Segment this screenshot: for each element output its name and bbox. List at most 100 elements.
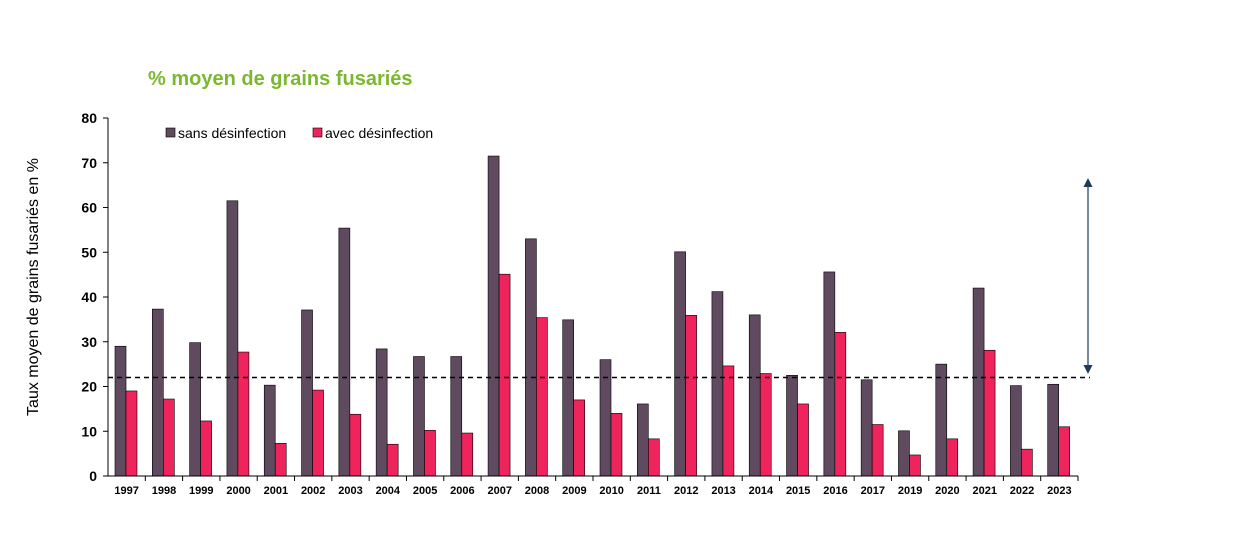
- x-tick-label: 2016: [823, 485, 847, 497]
- bar-sans-2002: [301, 309, 313, 477]
- bar-sans-1997: [114, 345, 127, 477]
- x-tick-label: 2015: [786, 485, 810, 497]
- bar-sans-2020: [935, 363, 948, 477]
- bar-sans-2009: [562, 319, 574, 477]
- y-tick-label: 70: [81, 155, 97, 171]
- bar-avec-2019: [909, 454, 921, 477]
- legend: sans désinfection avec désinfection: [165, 125, 433, 141]
- bar-sans-2023: [1047, 383, 1059, 477]
- arrow-down-head: [1083, 365, 1093, 374]
- bar-avec-2002: [312, 389, 324, 477]
- x-tick-label: 2000: [226, 485, 250, 497]
- bar-avec-1998: [163, 398, 175, 477]
- x-tick-label: 2020: [935, 485, 959, 497]
- y-axis-label: Taux moyen de grains fusariés en %: [25, 158, 42, 416]
- axes: [107, 118, 1078, 477]
- bar-avec-2001: [274, 443, 287, 477]
- bar-sans-2022: [1010, 385, 1022, 477]
- y-tick-label: 30: [81, 334, 97, 350]
- legend-label: avec désinfection: [325, 125, 433, 141]
- x-tick-label: 2011: [637, 485, 661, 497]
- bar-avec-2007: [498, 273, 511, 477]
- annotations: [108, 178, 1093, 379]
- x-tick-label: 2001: [264, 485, 288, 497]
- bar-sans-2005: [413, 356, 425, 477]
- bar-sans-2011: [637, 403, 649, 477]
- x-tick-label: 2003: [338, 485, 362, 497]
- x-tick-label: 2023: [1047, 485, 1071, 497]
- legend-swatch: [165, 127, 176, 138]
- bar-avec-2013: [722, 365, 735, 477]
- y-tick-label: 50: [81, 244, 97, 260]
- x-tick-label: 2006: [450, 485, 474, 497]
- bar-sans-2021: [972, 287, 985, 477]
- x-tick-label: 2022: [1010, 485, 1034, 497]
- bar-avec-2004: [386, 443, 399, 477]
- bar-avec-2010: [610, 413, 623, 477]
- bar-avec-2011: [648, 438, 660, 477]
- bar-avec-2023: [1058, 426, 1070, 477]
- y-tick-label: 40: [81, 289, 97, 305]
- bar-sans-2004: [375, 348, 388, 477]
- bars: [114, 155, 1070, 477]
- x-tick-label: 2014: [749, 485, 774, 497]
- y-tick-label: 60: [81, 200, 97, 216]
- x-tick-label: 2008: [525, 485, 549, 497]
- bar-avec-2021: [983, 349, 996, 477]
- legend-label: sans désinfection: [178, 125, 286, 141]
- y-tick-label: 80: [81, 110, 97, 126]
- x-tick-label: 1999: [189, 485, 213, 497]
- bar-avec-1997: [125, 390, 138, 477]
- bar-sans-2001: [263, 384, 276, 477]
- x-axis-ticks: 1997 1998 1999 2000 2001 2002 2003 2004 2005 2006…: [114, 476, 1079, 497]
- bar-avec-2009: [573, 399, 585, 477]
- bar-avec-2016: [834, 332, 847, 477]
- bar-avec-2003: [349, 413, 362, 477]
- x-tick-label: 2017: [861, 485, 885, 497]
- bar-sans-2007: [487, 155, 500, 477]
- y-tick-label: 20: [81, 379, 97, 395]
- y-axis-ticks: 0 10 20 30 40 50 60 70 80: [81, 110, 108, 484]
- x-tick-label: 2013: [711, 485, 735, 497]
- bar-avec-2020: [946, 438, 959, 477]
- x-tick-label: 2012: [674, 485, 698, 497]
- bar-avec-2000: [237, 351, 250, 477]
- x-tick-label: 2009: [562, 485, 586, 497]
- bar-sans-1998: [152, 308, 164, 477]
- legend-swatch: [312, 127, 323, 138]
- bar-sans-2003: [338, 227, 351, 477]
- x-tick-label: 1997: [114, 485, 138, 497]
- y-tick-label: 10: [81, 423, 97, 439]
- x-tick-label: 2004: [376, 485, 401, 497]
- x-tick-label: 2007: [487, 485, 511, 497]
- x-tick-label: 1998: [152, 485, 176, 497]
- bar-avec-2008: [536, 317, 548, 477]
- bar-sans-2012: [674, 251, 686, 477]
- x-tick-label: 2019: [898, 485, 922, 497]
- bar-sans-2013: [711, 291, 724, 477]
- bar-sans-2014: [748, 314, 761, 477]
- chart-title: % moyen de grains fusariés: [148, 68, 413, 90]
- bar-sans-2015: [786, 375, 798, 477]
- x-tick-label: 2021: [972, 485, 996, 497]
- bar-avec-2022: [1021, 448, 1033, 477]
- bar-avec-2005: [424, 430, 436, 477]
- bar-sans-2008: [525, 238, 537, 477]
- bar-sans-2017: [860, 379, 873, 477]
- x-tick-label: 2005: [413, 485, 437, 497]
- bar-avec-2006: [461, 432, 474, 477]
- y-tick-label: 0: [89, 468, 97, 484]
- x-tick-label: 2002: [301, 485, 325, 497]
- bar-sans-2006: [450, 356, 463, 477]
- bar-avec-2014: [759, 373, 772, 477]
- bar-avec-2012: [685, 315, 697, 477]
- bar-sans-2016: [823, 271, 836, 477]
- x-tick-label: 2010: [599, 485, 623, 497]
- bar-avec-2017: [871, 424, 884, 477]
- bar-sans-1999: [189, 342, 201, 477]
- bar-avec-2015: [797, 403, 809, 477]
- bar-sans-2000: [226, 200, 239, 477]
- arrow-up-head: [1083, 178, 1093, 187]
- bar-sans-2019: [898, 430, 910, 477]
